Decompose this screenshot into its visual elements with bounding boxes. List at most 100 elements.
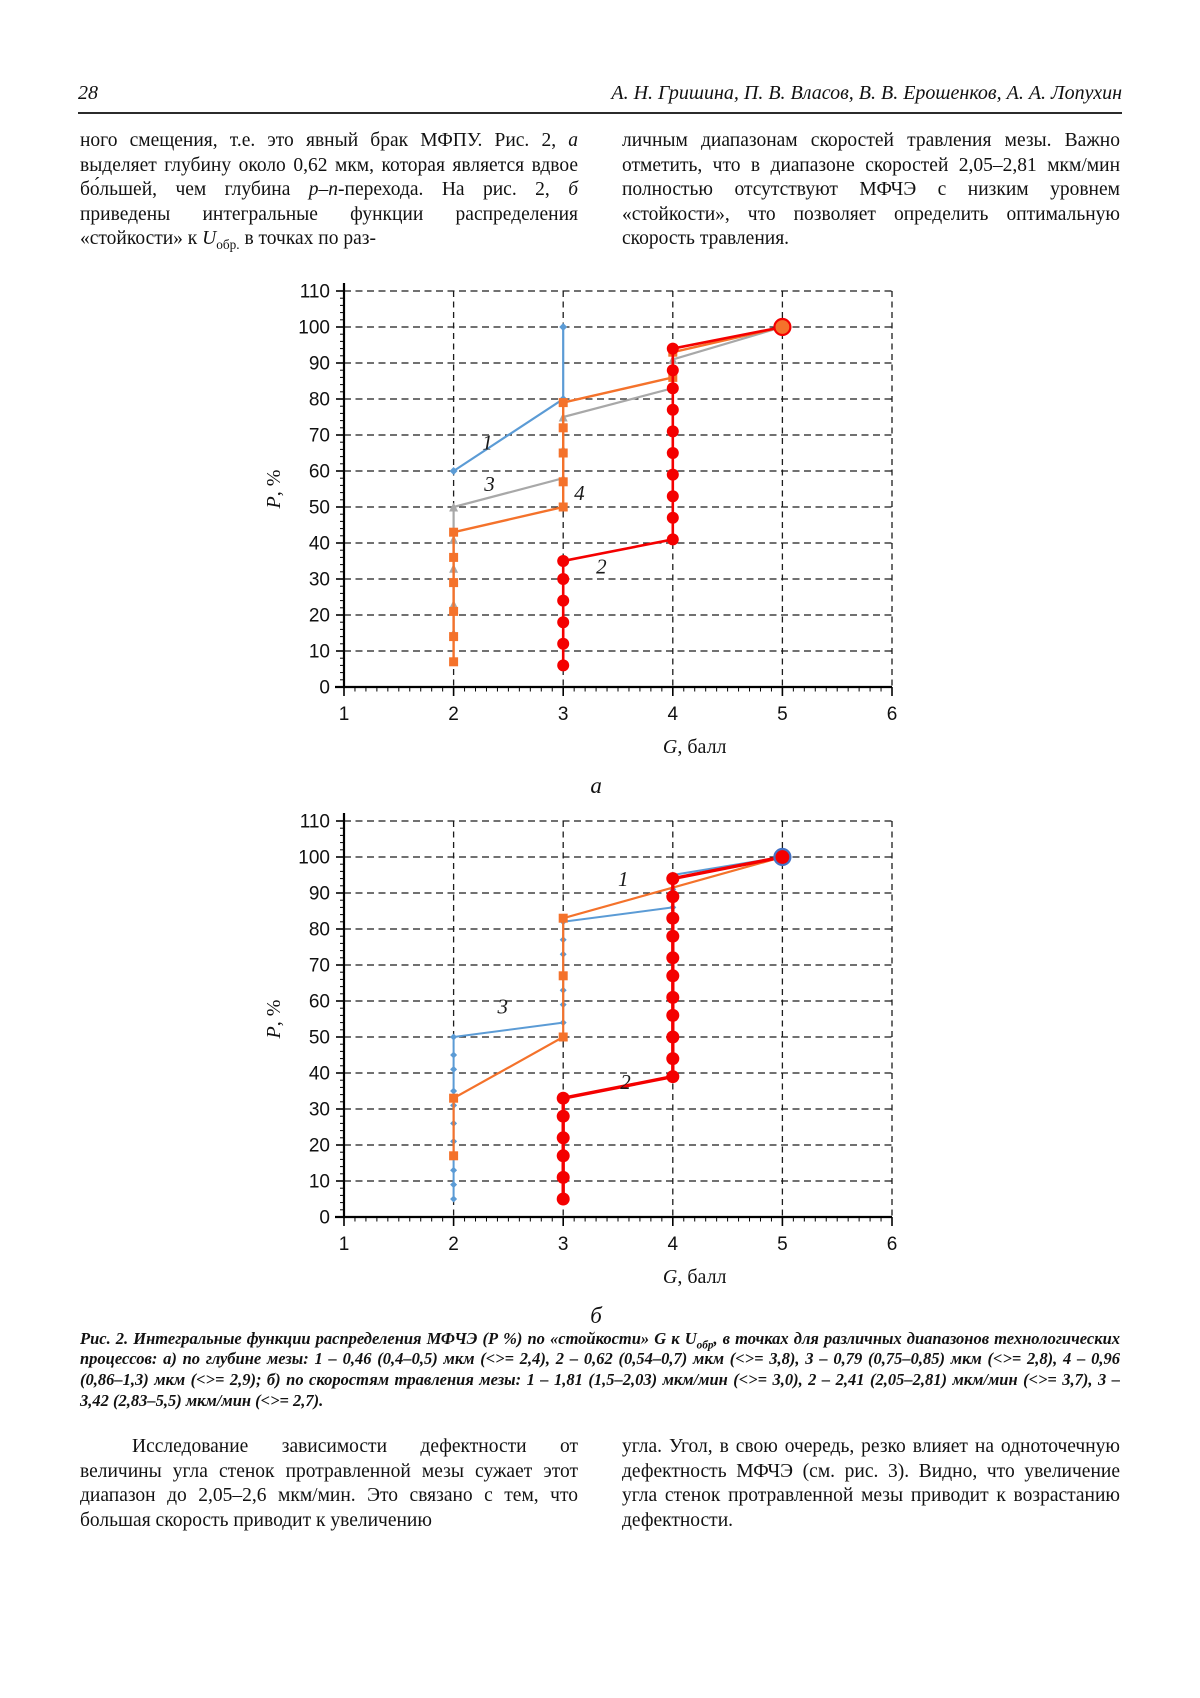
svg-text:5: 5: [777, 704, 788, 725]
panel-label: а: [590, 773, 602, 797]
chart-panel-a: 0 10 20 30 40 50 60 70 80 90 100 110 1 2 3 4 5 6 1 3 4 2 P, % G…: [263, 281, 897, 797]
series-labels: 3 1 2: [496, 867, 631, 1094]
svg-text:10: 10: [309, 1171, 330, 1192]
tick-labels: 0 10 20 30 40 50 60 70 80 90 100 110 1 2 3 4 5 6: [298, 811, 897, 1255]
svg-text:110: 110: [300, 281, 330, 302]
svg-text:3: 3: [558, 1234, 569, 1255]
endpoint-marker: [773, 847, 792, 866]
bottom-left-column: Исследование зависимости дефектности от …: [80, 1435, 578, 1533]
gridlines: [344, 290, 893, 687]
text-run: личным диапазонам скоростей травления ме…: [622, 130, 1120, 250]
text-run: -перехода. На рис. 2,: [338, 179, 569, 201]
svg-text:1: 1: [618, 867, 629, 891]
svg-text:50: 50: [309, 1027, 330, 1048]
svg-text:5: 5: [777, 1234, 788, 1255]
svg-text:4: 4: [668, 1234, 679, 1255]
text-run: угла. Угол, в свою очередь, резко влияет…: [622, 1436, 1120, 1531]
series-2: [556, 850, 789, 1206]
svg-text:100: 100: [298, 317, 330, 338]
text-run: p–n: [308, 179, 339, 201]
svg-text:60: 60: [309, 991, 330, 1012]
svg-text:2: 2: [620, 1070, 631, 1094]
svg-text:4: 4: [668, 704, 679, 725]
text-run: ного смещения, т.е. это явный брак МФПУ.…: [80, 130, 569, 151]
svg-text:80: 80: [309, 919, 330, 940]
svg-text:60: 60: [309, 461, 330, 482]
paragraph-top-right: личным диапазонам скоростей травления ме…: [622, 129, 1120, 252]
x-axis-label: G, балл: [663, 736, 727, 758]
header-rule: [78, 112, 1122, 114]
figure-caption: Рис. 2. Интегральные функции распределен…: [80, 1329, 1120, 1412]
top-right-column: личным диапазонам скоростей травления ме…: [622, 129, 1120, 252]
svg-text:3: 3: [496, 994, 508, 1018]
svg-text:1: 1: [339, 1234, 350, 1255]
tick-labels: 0 10 20 30 40 50 60 70 80 90 100 110 1 2 3 4 5 6: [298, 281, 897, 725]
series-3: [449, 322, 787, 638]
svg-text:90: 90: [309, 353, 330, 374]
panel-label: б: [590, 1303, 603, 1327]
svg-text:2: 2: [448, 704, 459, 725]
text-run: обр: [696, 1339, 714, 1352]
svg-text:6: 6: [887, 1234, 898, 1255]
text-run: Рис. 2. Интегральные функции распределен…: [80, 1328, 697, 1348]
svg-text:2: 2: [448, 1234, 459, 1255]
top-left-column: ного смещения, т.е. это явный брак МФПУ.…: [80, 129, 578, 252]
text-run: обр.: [216, 237, 240, 253]
svg-text:3: 3: [483, 472, 495, 496]
paragraph-bottom-right: угла. Угол, в свою очередь, резко влияет…: [622, 1435, 1120, 1533]
top-text-columns: ного смещения, т.е. это явный брак МФПУ.…: [80, 129, 1120, 252]
svg-text:1: 1: [339, 704, 350, 725]
svg-text:1: 1: [482, 430, 493, 454]
text-run: а: [568, 130, 578, 151]
page-header: 28 А. Н. Гришина, П. В. Власов, В. В. Ер…: [78, 0, 1122, 105]
svg-text:100: 100: [298, 847, 330, 868]
svg-text:0: 0: [319, 1207, 330, 1228]
svg-text:0: 0: [319, 677, 330, 698]
svg-text:40: 40: [309, 533, 330, 554]
axis-labels: P, % G, балл а: [263, 469, 727, 796]
svg-text:110: 110: [300, 811, 330, 832]
series-labels: 1 3 4 2: [482, 430, 607, 578]
figure-2: 0 10 20 30 40 50 60 70 80 90 100 110 1 2 3 4 5 6 1 3 4 2 P, % G…: [0, 255, 1200, 1327]
y-axis-label: P, %: [263, 469, 285, 509]
text-run: в точках по раз-: [239, 228, 376, 250]
text-run: б: [568, 179, 578, 201]
text-run: приведены интегральные функции распредел…: [80, 203, 578, 250]
axes: [335, 812, 892, 1218]
svg-text:70: 70: [309, 955, 330, 976]
svg-text:80: 80: [309, 389, 330, 410]
svg-text:70: 70: [309, 425, 330, 446]
text-run: , в точках для различных диапазонов техн…: [80, 1328, 1120, 1410]
svg-text:20: 20: [309, 1135, 330, 1156]
svg-text:2: 2: [596, 554, 607, 578]
axis-ticks: [336, 290, 893, 696]
bottom-text-columns: Исследование зависимости дефектности от …: [80, 1435, 1120, 1533]
svg-text:20: 20: [309, 605, 330, 626]
svg-text:30: 30: [309, 1099, 330, 1120]
paragraph-top-left: ного смещения, т.е. это явный брак МФПУ.…: [80, 129, 578, 252]
svg-text:10: 10: [309, 641, 330, 662]
text-run: Исследование зависимости дефектности от …: [80, 1436, 578, 1531]
axis-labels: P, % G, балл б: [263, 999, 727, 1326]
paragraph-bottom-left: Исследование зависимости дефектности от …: [80, 1435, 578, 1533]
page-number: 28: [78, 82, 98, 104]
svg-text:40: 40: [309, 1063, 330, 1084]
page-authors: А. Н. Гришина, П. В. Власов, В. В. Ероше…: [611, 82, 1122, 104]
svg-text:6: 6: [887, 704, 898, 725]
axes: [335, 282, 892, 688]
svg-text:50: 50: [309, 497, 330, 518]
y-axis-label: P, %: [263, 999, 285, 1039]
axis-ticks: [336, 820, 893, 1226]
text-run: U: [202, 228, 217, 250]
svg-text:3: 3: [558, 704, 569, 725]
bottom-right-column: угла. Угол, в свою очередь, резко влияет…: [622, 1435, 1120, 1533]
endpoint-marker: [773, 317, 792, 336]
text-run: выделяет глубину около 0,62 мкм, которая…: [80, 154, 578, 201]
svg-text:90: 90: [309, 883, 330, 904]
x-axis-label: G, балл: [663, 1266, 727, 1288]
series-3: [450, 853, 786, 1203]
svg-text:30: 30: [309, 569, 330, 590]
svg-text:4: 4: [574, 481, 585, 505]
chart-panel-b: 0 10 20 30 40 50 60 70 80 90 100 110 1 2 3 4 5 6 3 1 2 P, % G,…: [263, 811, 897, 1327]
